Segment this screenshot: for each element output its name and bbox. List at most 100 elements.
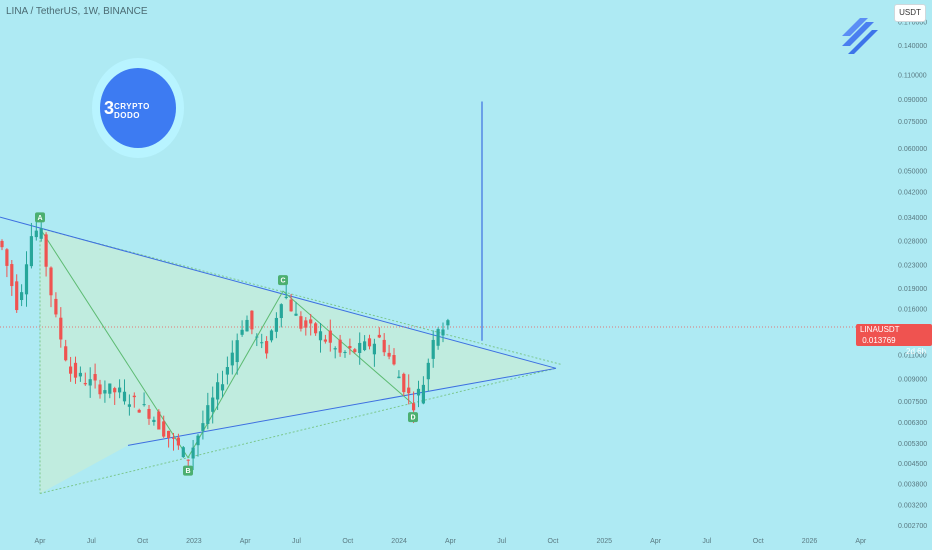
candle-body — [93, 374, 97, 381]
currency-button[interactable]: USDT — [894, 4, 926, 22]
candle-body — [5, 249, 9, 266]
x-tick-label: Oct — [548, 538, 559, 545]
candle-body — [142, 404, 146, 406]
candle-body — [377, 334, 381, 338]
x-tick-label: Apr — [855, 538, 867, 545]
pattern-point-c: C — [280, 278, 285, 285]
abcd-path — [39, 228, 414, 459]
y-tick-label: 0.011000 — [898, 352, 927, 359]
y-tick-label: 0.140000 — [898, 43, 927, 50]
candle-body — [191, 447, 195, 459]
candle-body — [333, 348, 337, 350]
x-tick-label: Apr — [650, 538, 662, 545]
candle-body — [220, 384, 225, 391]
candle-body — [15, 281, 19, 311]
candle-body — [118, 387, 122, 393]
x-tick-label: Jul — [702, 538, 711, 545]
candle-body — [279, 304, 283, 319]
candle-body — [157, 411, 161, 430]
candle-body — [186, 459, 190, 461]
last-price-tag: LINAUSDT 0.013769 2d 6h — [856, 324, 932, 356]
crypto-dodo-logo: 3 CRYPTO DODO — [92, 58, 184, 158]
candle-body — [167, 430, 171, 438]
candle-body — [147, 408, 151, 419]
candle-body — [29, 236, 33, 267]
logo-text: CRYPTO DODO — [114, 102, 150, 120]
x-tick-label: Oct — [753, 538, 764, 545]
x-tick-label: 2026 — [802, 538, 818, 545]
candle-body — [54, 298, 58, 315]
candle-body — [367, 338, 372, 347]
candle-body — [59, 317, 63, 340]
pattern-point-badge — [35, 212, 45, 223]
candle-body — [397, 376, 401, 379]
candle-body — [230, 352, 234, 366]
candle-body — [127, 404, 131, 407]
y-tick-label: 0.003800 — [898, 481, 927, 488]
pattern-dotted-bottom — [39, 367, 557, 494]
price-tag-countdown: 2d 6h — [906, 347, 927, 356]
candle-body — [338, 339, 342, 353]
candle-body — [382, 339, 386, 353]
pattern-point-badge — [183, 465, 193, 476]
candle-body — [34, 230, 38, 238]
candle-body — [250, 310, 254, 330]
candle-body — [363, 341, 367, 351]
candle-body — [255, 336, 259, 338]
candle-body — [240, 329, 244, 335]
pattern-point-d: D — [410, 415, 415, 422]
candle-body — [426, 362, 430, 380]
candle-body — [309, 319, 313, 324]
candle-body — [274, 317, 278, 332]
candle-body — [108, 383, 112, 394]
candle-body — [64, 346, 68, 361]
candle-body — [44, 234, 48, 267]
candle-body — [103, 390, 107, 394]
price-tag-line1: LINAUSDT 0.013769 — [860, 324, 928, 346]
candle-body — [412, 403, 416, 411]
candle-body — [132, 395, 136, 398]
candle-body — [39, 228, 43, 239]
candle-body — [294, 313, 298, 316]
candle-body — [69, 366, 73, 374]
candle-body — [201, 423, 205, 431]
candle-body — [260, 342, 264, 344]
y-tick-label: 0.002700 — [898, 523, 927, 530]
candle-body — [387, 352, 391, 357]
candle-body — [269, 330, 274, 341]
y-tick-label: 0.023000 — [898, 263, 927, 270]
candle-body — [446, 320, 450, 326]
pattern-point-badge — [408, 412, 418, 423]
candle-body — [421, 384, 425, 404]
candle-body — [265, 341, 269, 354]
candle-body — [10, 264, 14, 287]
lower-trendline — [127, 367, 557, 446]
candle-body — [402, 373, 406, 393]
y-tick-label: 0.007500 — [898, 399, 927, 406]
logo-glyph: 3 — [104, 98, 115, 118]
candle-body — [372, 343, 376, 355]
candle-body — [113, 388, 117, 393]
x-tick-label: 2025 — [597, 538, 613, 545]
price-tag-symbol: LINAUSDT — [860, 325, 900, 334]
y-tick-label: 0.050000 — [898, 168, 927, 175]
candle-body — [78, 372, 82, 377]
pattern-point-b: B — [185, 468, 190, 475]
candle-body — [181, 447, 185, 458]
y-tick-label: 0.028000 — [898, 239, 927, 246]
candle-body — [0, 240, 4, 248]
y-tick-label: 0.005300 — [898, 441, 927, 448]
candle-body — [88, 379, 92, 386]
candle-body — [353, 349, 357, 352]
candle-body — [235, 340, 239, 363]
candle-body — [73, 362, 78, 378]
y-tick-label: 0.170000 — [898, 20, 927, 27]
x-tick-label: Oct — [137, 538, 148, 545]
pattern-point-badge — [278, 275, 288, 286]
y-tick-label: 0.090000 — [898, 97, 927, 104]
y-tick-label: 0.009000 — [898, 377, 927, 384]
y-tick-label: 0.110000 — [898, 72, 927, 79]
candle-body — [314, 323, 318, 334]
